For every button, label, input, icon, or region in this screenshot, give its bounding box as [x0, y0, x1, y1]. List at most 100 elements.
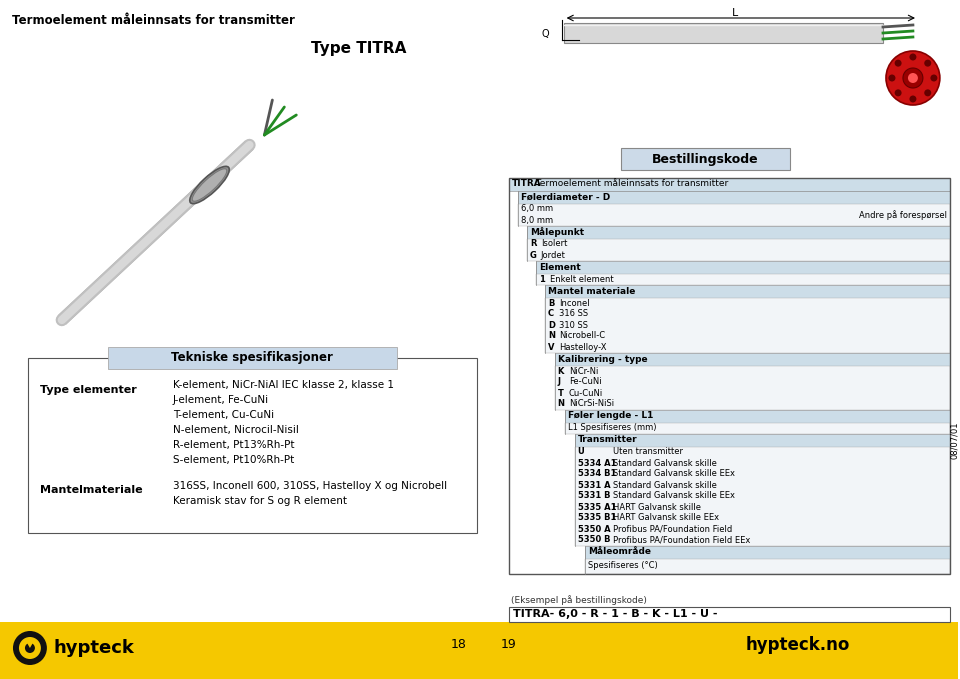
- Text: Profibus PA/Foundation Field: Profibus PA/Foundation Field: [612, 524, 732, 534]
- Text: Isolert: Isolert: [540, 240, 567, 249]
- Bar: [0, 622, 958, 679]
- Text: T: T: [558, 388, 564, 397]
- Circle shape: [909, 96, 917, 103]
- Text: HART Galvansk skille EEx: HART Galvansk skille EEx: [612, 513, 719, 523]
- Text: S-element, Pt10%Rh-Pt: S-element, Pt10%Rh-Pt: [173, 455, 294, 465]
- Text: U: U: [578, 447, 585, 456]
- Text: D: D: [548, 320, 555, 329]
- Text: Mantelmateriale: Mantelmateriale: [40, 485, 142, 495]
- Text: 310 SS: 310 SS: [559, 320, 588, 329]
- Text: B: B: [548, 299, 554, 308]
- Circle shape: [909, 54, 917, 60]
- Bar: [517, 191, 949, 204]
- Text: 5331 A: 5331 A: [578, 481, 611, 490]
- Text: Hastelloy-X: Hastelloy-X: [559, 342, 606, 352]
- Text: K-element, NiCr-NiAl IEC klasse 2, klasse 1: K-element, NiCr-NiAl IEC klasse 2, klass…: [173, 380, 394, 390]
- Ellipse shape: [190, 166, 229, 204]
- Text: R-element, Pt13%Rh-Pt: R-element, Pt13%Rh-Pt: [173, 440, 294, 450]
- Text: J-element, Fe-CuNi: J-element, Fe-CuNi: [173, 395, 269, 405]
- Bar: [585, 559, 949, 574]
- Text: Standard Galvansk skille EEx: Standard Galvansk skille EEx: [612, 492, 734, 500]
- Bar: [564, 23, 883, 43]
- Bar: [108, 347, 397, 369]
- Bar: [509, 178, 949, 574]
- Text: 6,0 mm: 6,0 mm: [521, 204, 553, 213]
- Text: 316 SS: 316 SS: [559, 310, 588, 318]
- Text: TITRA- 6,0 - R - 1 - B - K - L1 - U -: TITRA- 6,0 - R - 1 - B - K - L1 - U -: [513, 609, 717, 619]
- Text: HART Galvansk skille: HART Galvansk skille: [612, 502, 701, 511]
- Text: Transmitter: Transmitter: [578, 435, 637, 445]
- Bar: [509, 178, 949, 191]
- Text: (Eksempel på bestillingskode): (Eksempel på bestillingskode): [511, 595, 647, 605]
- Text: Q: Q: [541, 29, 549, 39]
- Text: Uten transmitter: Uten transmitter: [612, 447, 683, 456]
- Text: Tekniske spesifikasjoner: Tekniske spesifikasjoner: [172, 352, 333, 365]
- Bar: [544, 285, 949, 298]
- Bar: [536, 261, 949, 274]
- Text: L1 Spesifiseres (mm): L1 Spesifiseres (mm): [567, 424, 657, 433]
- Text: 1: 1: [539, 274, 544, 284]
- Text: Enkelt element: Enkelt element: [550, 274, 613, 284]
- Text: Termoelement måleinnsats for transmitter: Termoelement måleinnsats for transmitter: [533, 179, 728, 189]
- Text: Andre på forespørsel: Andre på forespørsel: [859, 210, 947, 220]
- Text: V: V: [548, 342, 554, 352]
- Circle shape: [895, 90, 901, 96]
- Bar: [564, 423, 949, 434]
- Text: Keramisk stav for S og R element: Keramisk stav for S og R element: [173, 496, 347, 506]
- Circle shape: [924, 60, 931, 67]
- Text: T-element, Cu-CuNi: T-element, Cu-CuNi: [173, 410, 274, 420]
- Bar: [527, 239, 949, 261]
- Circle shape: [903, 68, 923, 88]
- Bar: [527, 226, 949, 239]
- Text: Inconel: Inconel: [559, 299, 589, 308]
- Text: hypteck: hypteck: [54, 639, 134, 657]
- Text: C: C: [548, 310, 554, 318]
- Text: 5335 A1: 5335 A1: [578, 502, 616, 511]
- Text: J: J: [558, 378, 561, 386]
- Text: R: R: [530, 240, 537, 249]
- Text: Type TITRA: Type TITRA: [311, 41, 407, 56]
- Text: Cu-CuNi: Cu-CuNi: [568, 388, 603, 397]
- Bar: [28, 358, 477, 533]
- Circle shape: [886, 51, 940, 105]
- Bar: [544, 298, 949, 353]
- Text: Nicrobell-C: Nicrobell-C: [559, 331, 605, 340]
- Text: Kalibrering - type: Kalibrering - type: [558, 354, 647, 363]
- Bar: [564, 410, 949, 423]
- Text: Måleområde: Måleområde: [588, 547, 651, 557]
- Text: Fe-CuNi: Fe-CuNi: [568, 378, 601, 386]
- Text: Føler lengde - L1: Føler lengde - L1: [567, 411, 653, 420]
- Bar: [517, 204, 949, 226]
- Wedge shape: [26, 640, 34, 648]
- Text: 5350 B: 5350 B: [578, 536, 611, 545]
- Circle shape: [924, 90, 931, 96]
- Circle shape: [895, 60, 901, 67]
- Text: NiCrSi-NiSi: NiCrSi-NiSi: [568, 399, 613, 409]
- Circle shape: [13, 631, 47, 665]
- Text: Type elementer: Type elementer: [40, 385, 136, 395]
- Text: K: K: [558, 367, 564, 375]
- Bar: [575, 434, 949, 447]
- Text: Mantel materiale: Mantel materiale: [548, 287, 636, 295]
- Text: 5331 B: 5331 B: [578, 492, 611, 500]
- Circle shape: [930, 75, 937, 81]
- Text: N: N: [558, 399, 564, 409]
- Text: Følerdiameter - D: Følerdiameter - D: [521, 193, 610, 202]
- Circle shape: [889, 75, 896, 81]
- Text: Standard Galvansk skille: Standard Galvansk skille: [612, 481, 716, 490]
- Text: 08/07/01: 08/07/01: [950, 421, 959, 459]
- Bar: [509, 607, 949, 622]
- Text: 316SS, Inconell 600, 310SS, Hastelloy X og Nicrobell: 316SS, Inconell 600, 310SS, Hastelloy X …: [173, 481, 446, 491]
- Bar: [555, 353, 949, 366]
- Text: Bestillingskode: Bestillingskode: [652, 153, 758, 166]
- Text: Termoelement måleinnsats for transmitter: Termoelement måleinnsats for transmitter: [12, 14, 295, 26]
- Text: Element: Element: [539, 263, 581, 272]
- Text: Standard Galvansk skille EEx: Standard Galvansk skille EEx: [612, 469, 734, 479]
- Text: 5334 B1: 5334 B1: [578, 469, 616, 479]
- Bar: [585, 546, 949, 559]
- Bar: [575, 447, 949, 546]
- Text: Spesifiseres (°C): Spesifiseres (°C): [588, 562, 658, 570]
- Text: hypteck.no: hypteck.no: [746, 636, 851, 654]
- Text: Profibus PA/Foundation Field EEx: Profibus PA/Foundation Field EEx: [612, 536, 750, 545]
- Text: 18: 18: [451, 638, 467, 651]
